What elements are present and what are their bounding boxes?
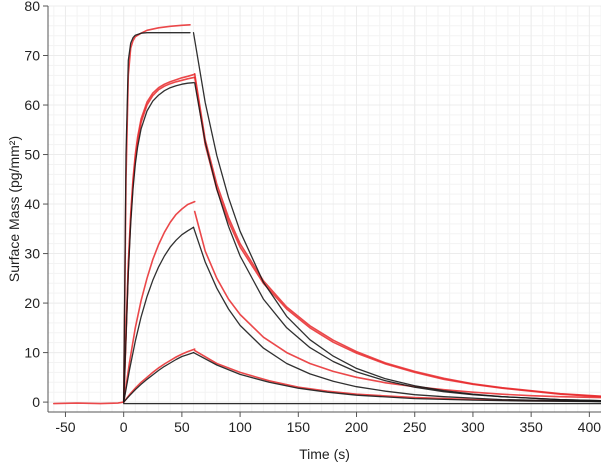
tick-labels: -50 0 50 100 150 200 250 300 350 400 0 10 20 30 40 50 60… xyxy=(24,0,601,435)
y-tick-label: 0 xyxy=(32,394,40,410)
measured-series-line-13 xyxy=(193,210,601,399)
y-tick-label: 50 xyxy=(24,147,40,163)
measured-series-line-10 xyxy=(193,76,601,398)
y-tick-label: 60 xyxy=(24,97,40,113)
measured-series-line-0 xyxy=(52,23,191,405)
fit-series-line-12 xyxy=(194,82,601,402)
x-axis-title: Time (s) xyxy=(299,446,350,462)
x-tick-label: 200 xyxy=(345,419,369,435)
fit-series-line-8 xyxy=(123,351,195,403)
series-lines xyxy=(52,23,601,405)
y-axis-title: Surface Mass (pg/mm²) xyxy=(6,136,22,282)
y-tick-label: 80 xyxy=(24,0,40,14)
y-tick-label: 30 xyxy=(24,246,40,262)
measured-series-line-15 xyxy=(193,349,601,402)
axes xyxy=(47,6,601,413)
x-tick-label: 350 xyxy=(519,419,543,435)
x-tick-label: 0 xyxy=(120,419,128,435)
fit-series-line-1 xyxy=(123,32,191,403)
y-tick-label: 40 xyxy=(24,196,40,212)
measured-series-line-7 xyxy=(122,348,196,403)
y-tick-label: 20 xyxy=(24,295,40,311)
fit-series-line-16 xyxy=(192,351,601,403)
y-tick-label: 70 xyxy=(24,48,40,64)
y-tick-label: 10 xyxy=(24,345,40,361)
x-tick-label: 300 xyxy=(461,419,485,435)
measured-series-line-9 xyxy=(193,73,601,398)
x-tick-label: 400 xyxy=(578,419,601,435)
fit-series-line-6 xyxy=(123,226,195,403)
x-tick-label: 150 xyxy=(287,419,311,435)
x-tick-label: 100 xyxy=(228,419,252,435)
x-tick-label: 50 xyxy=(174,419,190,435)
fit-series-line-11 xyxy=(192,32,601,402)
fit-series-line-14 xyxy=(192,226,601,403)
x-tick-label: -50 xyxy=(55,419,75,435)
fit-series-line-4 xyxy=(123,82,195,403)
x-tick-label: 250 xyxy=(403,419,427,435)
grid xyxy=(48,5,601,412)
measured-series-line-5 xyxy=(122,200,196,403)
